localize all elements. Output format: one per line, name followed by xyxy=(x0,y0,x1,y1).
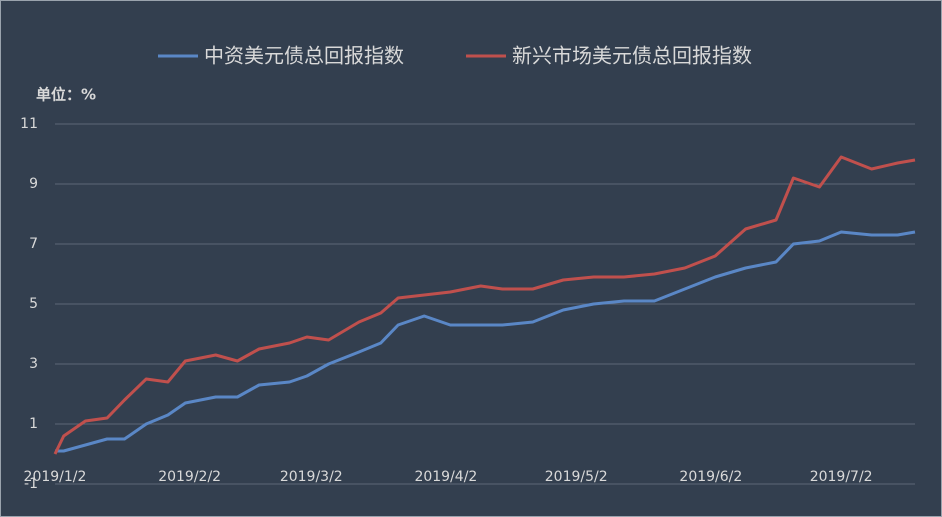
y-tick-label: 3 xyxy=(29,356,38,372)
series-line xyxy=(55,230,916,453)
y-tick-label: 1 xyxy=(29,416,38,432)
legend-label: 中资美元债总回报指数 xyxy=(204,44,404,68)
x-tick-label: 2019/4/2 xyxy=(414,469,477,485)
y-tick-label: 5 xyxy=(29,296,38,312)
y-tick-label: 11 xyxy=(20,116,38,132)
x-tick-label: 2019/1/2 xyxy=(24,469,87,485)
y-tick-label: 9 xyxy=(29,176,38,192)
series-line xyxy=(53,155,916,455)
y-tick-label: -1 xyxy=(24,476,38,492)
x-tick-label: 2019/3/2 xyxy=(280,469,343,485)
unit-label: 单位：% xyxy=(36,86,96,104)
x-tick-label: 2019/7/2 xyxy=(810,469,873,485)
legend-label: 新兴市场美元债总回报指数 xyxy=(512,44,752,68)
x-tick-label: 2019/2/2 xyxy=(158,469,221,485)
x-tick-label: 2019/6/2 xyxy=(679,469,742,485)
x-tick-label: 2019/5/2 xyxy=(545,469,608,485)
y-tick-label: 7 xyxy=(29,236,38,252)
